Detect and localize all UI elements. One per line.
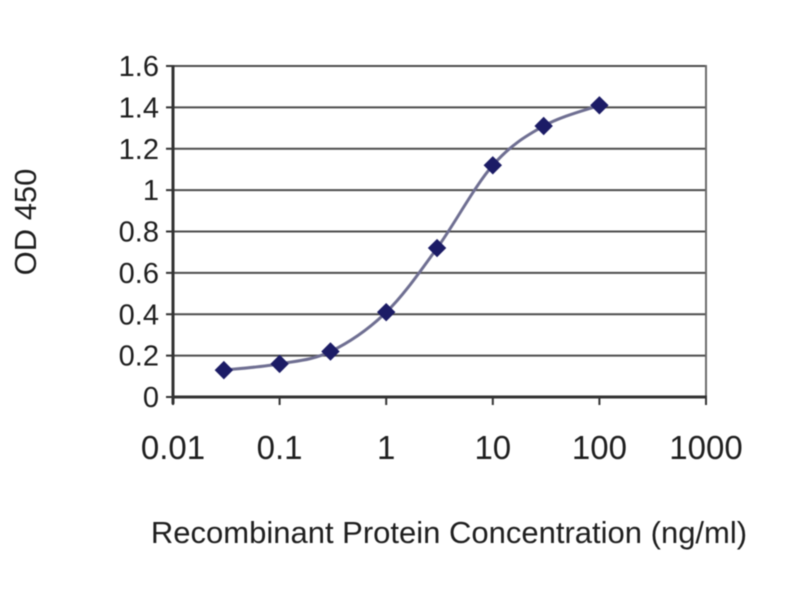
- data-point-marker: [321, 342, 340, 361]
- gridlines: [173, 65, 707, 397]
- tick-marks: [166, 65, 707, 405]
- data-point-marker: [270, 354, 289, 374]
- y-tick-label: 0.4: [119, 299, 159, 331]
- x-tick-label: 1000: [669, 429, 742, 466]
- y-tick-label: 0.2: [119, 341, 159, 373]
- x-tick-label: 100: [572, 429, 627, 466]
- tick-labels: 0 0.2 0.4 0.6 0.8 1 1.2 1.4 1.6 0.01 0.1 1 10 100 1000: [119, 51, 743, 466]
- data-point-marker: [483, 156, 503, 175]
- x-axis-title: Recombinant Protein Concentration (ng/ml…: [151, 515, 747, 550]
- data-point-marker: [427, 238, 447, 258]
- y-tick-label: 0: [143, 382, 159, 414]
- y-tick-label: 1.6: [119, 51, 159, 83]
- x-tick-label: 10: [474, 429, 511, 466]
- y-axis-title: OD 450: [8, 169, 43, 276]
- data-point-marker: [376, 302, 396, 322]
- y-tick-label: 1.2: [119, 134, 159, 166]
- x-tick-label: 0.1: [257, 429, 303, 466]
- y-tick-label: 0.6: [119, 258, 159, 290]
- data-series: [214, 96, 609, 380]
- data-point-marker: [214, 360, 234, 380]
- x-tick-label: 0.01: [141, 429, 205, 466]
- x-tick-label: 1: [377, 429, 395, 466]
- data-point-marker: [534, 116, 553, 136]
- y-tick-label: 0.8: [119, 217, 159, 249]
- y-tick-label: 1.4: [119, 92, 159, 124]
- data-point-marker: [590, 96, 609, 115]
- axes: [171, 65, 707, 404]
- y-tick-label: 1: [143, 175, 159, 207]
- series-line: [223, 103, 600, 372]
